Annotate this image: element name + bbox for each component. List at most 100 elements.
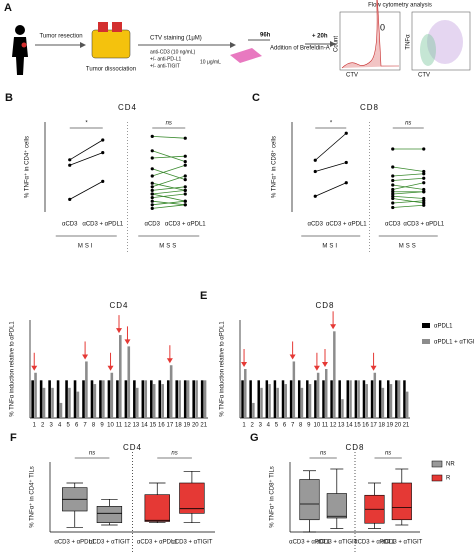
point bbox=[183, 199, 187, 203]
panel-letter: G bbox=[250, 432, 259, 444]
bar bbox=[381, 387, 385, 418]
point bbox=[183, 192, 187, 196]
point bbox=[183, 178, 187, 182]
bar bbox=[116, 380, 119, 418]
chart-title: CD8 bbox=[345, 443, 364, 452]
point bbox=[422, 203, 426, 207]
treatment: anti-CD3 (10 ng/mL) bbox=[150, 49, 196, 55]
bar bbox=[192, 380, 195, 418]
pair-line bbox=[392, 191, 424, 195]
point bbox=[422, 147, 426, 151]
axis-label: CTV bbox=[418, 73, 430, 79]
bar bbox=[169, 365, 173, 418]
significance: ns bbox=[171, 451, 177, 457]
y-axis-label: % TNFα⁺ in CD8⁺ TILs bbox=[269, 466, 276, 528]
treatment: +/- anti-TIGIT bbox=[150, 63, 180, 69]
bar bbox=[244, 369, 247, 418]
x-tick-label: αCD3 + αPDL1 bbox=[354, 540, 395, 546]
bar bbox=[365, 384, 368, 418]
bar bbox=[268, 384, 271, 418]
treatment: +/- anti-PD-L1 bbox=[150, 56, 181, 62]
point bbox=[422, 181, 426, 185]
x-tick-label: 20 bbox=[192, 423, 199, 429]
arrow-head bbox=[230, 42, 236, 48]
x-tick-label: αCD3 + αTIGIT bbox=[381, 540, 422, 546]
x-tick-label: 11 bbox=[116, 423, 123, 429]
x-tick-label: 5 bbox=[66, 423, 70, 429]
point bbox=[422, 196, 426, 201]
histogram bbox=[341, 0, 399, 69]
significance: ns bbox=[89, 451, 95, 457]
point bbox=[183, 174, 187, 178]
bar bbox=[65, 380, 68, 418]
bar bbox=[135, 387, 139, 418]
bar bbox=[186, 380, 190, 418]
bar bbox=[306, 380, 309, 418]
bar bbox=[354, 380, 358, 418]
step-label: Tumor dissociation bbox=[86, 67, 136, 73]
point bbox=[344, 131, 348, 135]
dotplot-cloud bbox=[420, 34, 436, 66]
bar bbox=[276, 387, 279, 418]
pair-line bbox=[152, 204, 186, 209]
point bbox=[150, 199, 154, 203]
bar bbox=[124, 380, 128, 418]
bar bbox=[127, 346, 131, 418]
x-tick-label: 7 bbox=[291, 423, 295, 429]
box bbox=[144, 494, 170, 522]
bar bbox=[99, 380, 102, 418]
bar bbox=[257, 380, 260, 418]
x-tick-label: 10 bbox=[107, 423, 114, 429]
box bbox=[326, 493, 347, 519]
bar bbox=[183, 380, 187, 418]
group-label: MSS bbox=[399, 244, 418, 250]
pair-line bbox=[314, 132, 347, 161]
legend-swatch bbox=[422, 339, 430, 344]
x-tick-label: 6 bbox=[283, 423, 287, 429]
point bbox=[183, 188, 187, 192]
x-tick-label: αCD3 bbox=[308, 222, 324, 228]
x-tick-label: αCD3 + αPDL1 bbox=[54, 540, 95, 546]
pair-line bbox=[315, 182, 347, 197]
box bbox=[96, 506, 123, 523]
x-tick-label: 9 bbox=[307, 423, 311, 429]
highlight-arrow-head bbox=[116, 328, 122, 334]
bar bbox=[325, 369, 328, 418]
bar bbox=[362, 380, 366, 418]
pair-line bbox=[392, 198, 424, 204]
dissociator bbox=[91, 29, 131, 59]
highlight-arrow-head bbox=[107, 365, 114, 371]
bar bbox=[144, 380, 148, 418]
x-tick-label: 18 bbox=[378, 423, 385, 429]
x-tick-label: 1 bbox=[33, 423, 37, 429]
x-tick-label: αCD3 + αPDL1 bbox=[165, 222, 206, 228]
x-tick-label: 6 bbox=[75, 423, 79, 429]
bar bbox=[308, 384, 312, 418]
group-label: MSS bbox=[159, 244, 178, 250]
pair-line bbox=[152, 182, 186, 191]
bar bbox=[241, 380, 244, 418]
x-tick-label: 17 bbox=[167, 423, 174, 429]
pair-line bbox=[152, 200, 186, 206]
bar bbox=[107, 380, 111, 418]
x-tick-label: αCD3 bbox=[145, 222, 161, 228]
chart-title: CD8 bbox=[360, 103, 379, 112]
point bbox=[183, 136, 187, 140]
point bbox=[150, 203, 154, 207]
panel-letter: B bbox=[5, 92, 13, 104]
highlight-arrow-head bbox=[313, 365, 320, 371]
bar bbox=[322, 380, 325, 418]
point bbox=[391, 183, 395, 187]
bar bbox=[292, 361, 296, 418]
x-tick-label: 1 bbox=[242, 423, 246, 429]
bar bbox=[195, 380, 198, 418]
histogram-frame bbox=[339, 11, 401, 71]
legend-label: αPDL1 bbox=[434, 324, 453, 330]
bar bbox=[102, 380, 105, 418]
arrow-head bbox=[330, 41, 336, 47]
significance: ns bbox=[320, 451, 326, 457]
dose: 10 μg/mL bbox=[200, 59, 221, 65]
point bbox=[150, 206, 154, 210]
tube bbox=[98, 22, 108, 32]
bar bbox=[346, 380, 350, 418]
